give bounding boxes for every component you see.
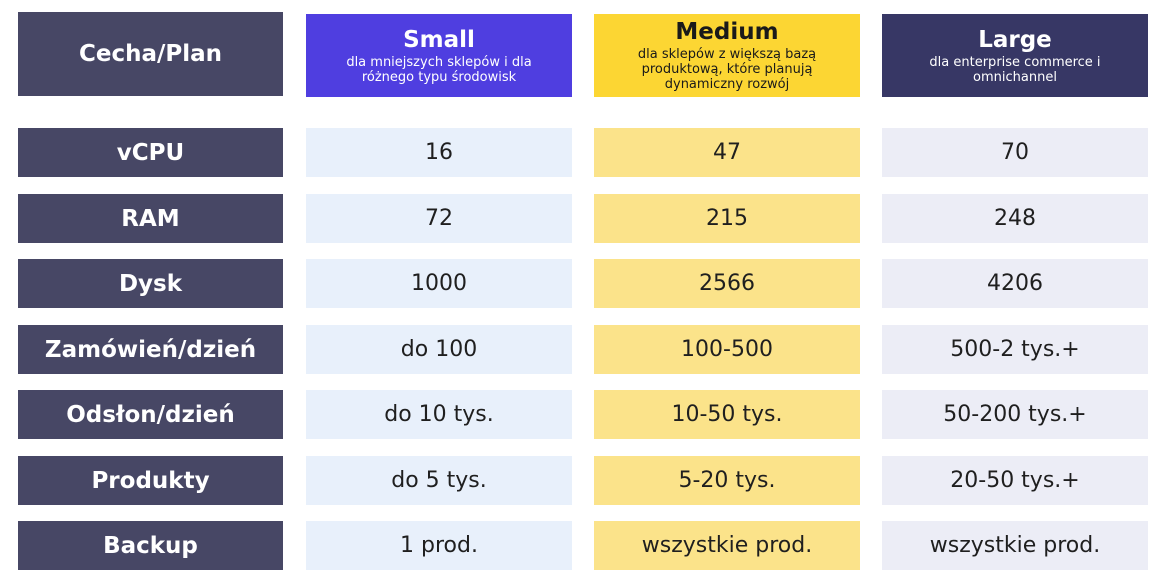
- cell-value: 4206: [987, 271, 1043, 296]
- cell-large: 4206: [882, 259, 1148, 308]
- cell-value: 70: [1001, 140, 1029, 165]
- plan-name-small: Small: [403, 26, 475, 53]
- cell-large: 70: [882, 128, 1148, 177]
- cell-value: 2566: [699, 271, 755, 296]
- header-plan-medium: Medium dla sklepów z większą bazą produk…: [594, 14, 860, 97]
- cell-value: 16: [425, 140, 453, 165]
- cell-value: 47: [713, 140, 741, 165]
- cell-small: 1000: [306, 259, 572, 308]
- cell-large: 500-2 tys.+: [882, 325, 1148, 374]
- plan-desc-small: dla mniejszych sklepów i dla różnego typ…: [346, 54, 532, 85]
- row-label-text: RAM: [121, 205, 180, 232]
- row-label-text: Odsłon/dzień: [66, 401, 235, 428]
- row-label-text: Zamówień/dzień: [44, 336, 257, 363]
- plan-desc-medium: dla sklepów z większą bazą produktową, k…: [637, 47, 817, 92]
- plan-desc-large: dla enterprise commerce i omnichannel: [929, 54, 1101, 85]
- cell-value: 500-2 tys.+: [950, 337, 1080, 362]
- cell-value: 215: [706, 206, 748, 231]
- cell-small: do 100: [306, 325, 572, 374]
- row-label: Produkty: [18, 456, 283, 505]
- header-feature-label: Cecha/Plan: [18, 12, 283, 96]
- cell-small: do 10 tys.: [306, 390, 572, 439]
- header-plan-large: Large dla enterprise commerce i omnichan…: [882, 14, 1148, 97]
- cell-medium: 47: [594, 128, 860, 177]
- cell-small: do 5 tys.: [306, 456, 572, 505]
- row-label: Odsłon/dzień: [18, 390, 283, 439]
- row-label: RAM: [18, 194, 283, 243]
- cell-medium: 100-500: [594, 325, 860, 374]
- cell-small: 1 prod.: [306, 521, 572, 570]
- header-feature-text: Cecha/Plan: [78, 41, 223, 67]
- cell-medium: 10-50 tys.: [594, 390, 860, 439]
- cell-value: 10-50 tys.: [671, 402, 783, 427]
- cell-large: 248: [882, 194, 1148, 243]
- plan-name-medium: Medium: [675, 19, 779, 45]
- cell-medium: 2566: [594, 259, 860, 308]
- row-label: Dysk: [18, 259, 283, 308]
- cell-large: 50-200 tys.+: [882, 390, 1148, 439]
- cell-small: 16: [306, 128, 572, 177]
- row-label-text: Dysk: [118, 270, 183, 297]
- cell-large: wszystkie prod.: [882, 521, 1148, 570]
- row-label: Backup: [18, 521, 283, 570]
- row-label-text: Produkty: [91, 467, 210, 494]
- cell-value: 5-20 tys.: [678, 468, 776, 493]
- cell-value: 100-500: [681, 337, 773, 362]
- cell-large: 20-50 tys.+: [882, 456, 1148, 505]
- cell-value: wszystkie prod.: [641, 533, 813, 558]
- row-label: vCPU: [18, 128, 283, 177]
- cell-value: 20-50 tys.+: [950, 468, 1080, 493]
- cell-value: 1000: [411, 271, 467, 296]
- cell-medium: 215: [594, 194, 860, 243]
- cell-value: 1 prod.: [400, 533, 478, 558]
- cell-small: 72: [306, 194, 572, 243]
- row-label-text: vCPU: [116, 139, 185, 166]
- plan-name-large: Large: [978, 26, 1052, 53]
- cell-value: wszystkie prod.: [929, 533, 1101, 558]
- cell-value: 72: [425, 206, 453, 231]
- cell-value: do 100: [400, 337, 478, 362]
- cell-value: 248: [994, 206, 1036, 231]
- cell-value: do 10 tys.: [384, 402, 494, 427]
- row-label-text: Backup: [103, 532, 198, 559]
- row-label: Zamówień/dzień: [18, 325, 283, 374]
- cell-value: 50-200 tys.+: [943, 402, 1087, 427]
- cell-medium: 5-20 tys.: [594, 456, 860, 505]
- cell-value: do 5 tys.: [391, 468, 487, 493]
- header-plan-small: Small dla mniejszych sklepów i dla różne…: [306, 14, 572, 97]
- cell-medium: wszystkie prod.: [594, 521, 860, 570]
